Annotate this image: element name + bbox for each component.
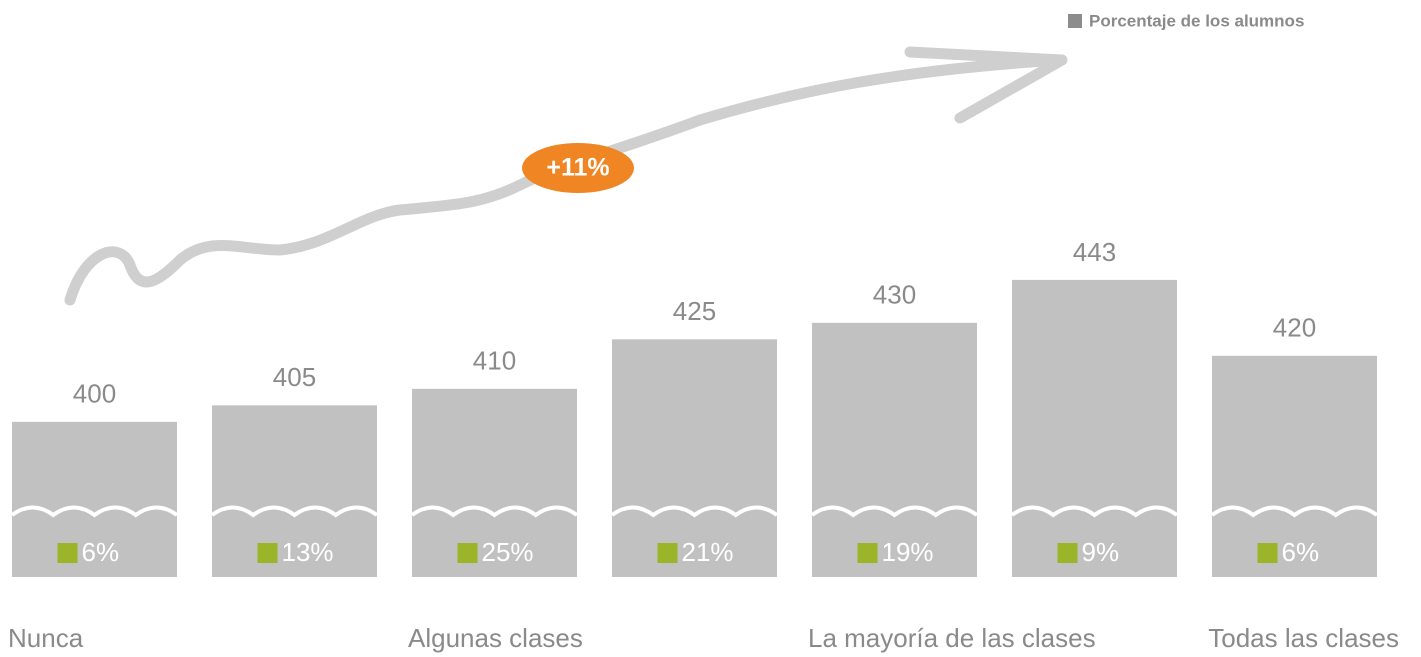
value-label: 400	[73, 379, 116, 409]
value-label: 443	[1073, 237, 1116, 267]
percent-marker	[658, 543, 678, 563]
percent-label: 13%	[282, 537, 334, 567]
percent-marker	[58, 543, 78, 563]
x-tick-label: Algunas clases	[408, 623, 583, 653]
chart: +11% Porcentaje de los alumnos 400 6% Nunc…	[0, 0, 1421, 657]
legend-marker	[1068, 14, 1082, 28]
percent-marker	[1258, 543, 1278, 563]
percent-marker	[858, 543, 878, 563]
value-label: 425	[673, 296, 716, 326]
percent-marker	[458, 543, 478, 563]
value-label: 410	[473, 346, 516, 376]
value-label: 430	[873, 280, 916, 310]
percent-label: 19%	[882, 537, 934, 567]
percent-marker	[1058, 543, 1078, 563]
percent-label: 6%	[1282, 537, 1320, 567]
x-tick-label: Nunca	[8, 623, 84, 653]
bar	[1012, 280, 1177, 577]
percent-label: 21%	[682, 537, 734, 567]
legend-label: Porcentaje de los alumnos	[1089, 11, 1304, 30]
x-tick-label: Todas las clases	[1208, 623, 1399, 653]
value-label: 420	[1273, 313, 1316, 343]
percent-label: 6%	[82, 537, 120, 567]
percent-label: 25%	[482, 537, 534, 567]
value-label: 405	[273, 362, 316, 392]
percent-marker	[258, 543, 278, 563]
percent-label: 9%	[1082, 537, 1120, 567]
x-tick-label: La mayoría de las clases	[808, 623, 1096, 653]
annotation: +11%	[546, 154, 609, 182]
